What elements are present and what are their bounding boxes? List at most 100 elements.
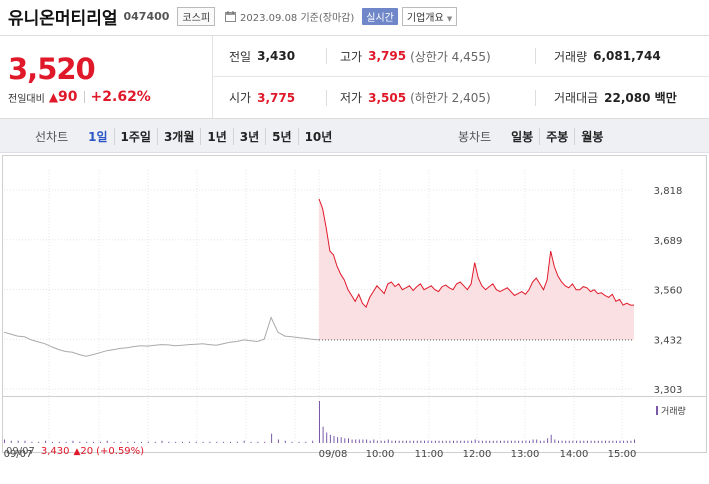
volume-bar — [489, 440, 491, 443]
chart-canvas: 3,818 3,689 3,560 3,432 3,303 09/07 09/08 10:00… — [2, 155, 707, 460]
volume-bar — [492, 440, 494, 443]
period-1d[interactable]: 1일 — [88, 129, 108, 144]
calendar-icon — [225, 10, 237, 22]
volume-bar — [329, 434, 331, 443]
volume-bar — [453, 440, 454, 443]
volume-bar — [93, 441, 94, 443]
prev-day-info: 09/07 3,430 ▲ 20 (+0.59%) — [6, 446, 144, 457]
summary-row-1: 전일 3,430 고가 3,795 (상한가 4,455) 거래량 6,081,… — [213, 36, 709, 77]
volume-bar — [319, 401, 320, 443]
chevron-down-icon: ▼ — [446, 14, 453, 23]
volume-bar — [391, 440, 393, 443]
x-tick-label: 15:00 — [608, 449, 637, 460]
volume-bar — [134, 441, 136, 443]
volume-bar — [500, 440, 501, 443]
x-tick-label: 14:00 — [560, 449, 589, 460]
volume-bar — [510, 440, 512, 443]
x-tick-label: 13:00 — [511, 449, 540, 460]
volume-bar — [507, 440, 509, 443]
period-1w[interactable]: 1주일 — [113, 127, 157, 145]
up-triangle-icon: ▲ — [48, 90, 59, 104]
volume-bar — [322, 426, 324, 443]
y-tick-label: 3,818 — [654, 186, 683, 197]
volume-bar — [38, 441, 40, 443]
volume-bar — [333, 436, 335, 443]
volume-bar — [413, 440, 415, 443]
volume-bar — [402, 440, 404, 443]
volume-bar — [17, 440, 19, 443]
volume-bar — [65, 441, 67, 443]
volume-bar — [230, 441, 231, 443]
volume-bar — [358, 439, 360, 443]
volume-bar — [532, 439, 534, 443]
volume-bar — [409, 440, 411, 443]
volume-bar — [576, 440, 578, 443]
prev-day-close: 3,430 — [40, 446, 70, 457]
volume-bar — [521, 440, 523, 443]
period-3m[interactable]: 3개월 — [156, 127, 200, 145]
open-price: 시가 3,775 — [229, 89, 295, 106]
y-tick-label: 3,432 — [654, 335, 683, 346]
volume-bar — [583, 440, 585, 443]
x-tick-label: 09/07 — [4, 449, 33, 460]
volume-bar — [601, 440, 603, 443]
period-bar: 선차트 1일 1주일 3개월 1년 3년 5년 10년 봉차트 일봉 주봉 월봉 — [0, 119, 709, 153]
volume-bar — [456, 440, 458, 443]
volume-bar — [99, 441, 101, 443]
volume-bar — [387, 439, 389, 443]
volume-bar — [351, 439, 353, 443]
change-value: 90 — [58, 89, 78, 105]
volume-bar — [312, 440, 314, 443]
volume-bar — [236, 441, 238, 443]
change-line: 전일대비 ▲ 90 +2.62% — [8, 89, 151, 105]
lower-limit: (하한가 2,405) — [410, 91, 491, 105]
prev-close-label: 전일 — [229, 49, 252, 64]
volume-bar — [586, 440, 588, 443]
volume-bar — [420, 440, 422, 443]
volume-bar — [147, 441, 149, 443]
volume-bar — [395, 440, 396, 443]
period-10y[interactable]: 10년 — [297, 127, 339, 145]
volume-bar — [188, 441, 190, 443]
volume-bar — [565, 440, 567, 443]
trade-amount: 거래대금 22,080 백만 — [554, 89, 677, 106]
candle-weekly[interactable]: 주봉 — [539, 127, 574, 145]
volume-bar — [634, 439, 635, 443]
volume-bar — [369, 440, 371, 443]
volume-bar — [518, 440, 520, 443]
volume-value: 6,081,744 — [593, 49, 661, 63]
amount-value: 22,080 백만 — [604, 91, 677, 105]
volume-bar — [572, 440, 574, 443]
volume-bar — [590, 440, 592, 443]
volume-bar — [161, 440, 163, 443]
period-3y[interactable]: 3년 — [232, 127, 265, 145]
period-1y[interactable]: 1년 — [200, 127, 232, 145]
candle-daily[interactable]: 일봉 — [511, 129, 534, 144]
volume-bar — [209, 441, 211, 443]
volume-bar — [223, 441, 225, 443]
volume-bar — [182, 441, 183, 443]
volume-bar — [485, 440, 487, 443]
prev-day-date: 09/07 — [6, 446, 35, 457]
stock-code: 047400 — [123, 9, 170, 23]
volume-bar — [257, 441, 259, 443]
realtime-button[interactable]: 실시간 — [362, 7, 398, 25]
volume-bar — [449, 440, 451, 443]
candle-monthly[interactable]: 월봉 — [574, 127, 609, 145]
volume-bar — [503, 440, 505, 443]
company-overview-dropdown[interactable]: 기업개요 ▼ — [401, 6, 458, 26]
volume-bar — [416, 440, 418, 443]
volume-bar — [168, 441, 170, 443]
market-badge: 코스피 — [177, 6, 216, 26]
prev-day-change: 20 — [80, 446, 94, 457]
volume-bar — [141, 441, 142, 443]
period-5y[interactable]: 5년 — [265, 127, 297, 145]
volume-bar — [326, 432, 328, 443]
volume-bar — [525, 440, 527, 443]
volume-bar — [24, 440, 26, 443]
x-tick-label: 09/08 — [319, 449, 348, 460]
volume-bar — [127, 441, 129, 443]
current-price-box: 3,520 전일대비 ▲ 90 +2.62% — [0, 36, 213, 118]
volume-bar — [481, 440, 483, 443]
volume-bar — [547, 438, 549, 443]
